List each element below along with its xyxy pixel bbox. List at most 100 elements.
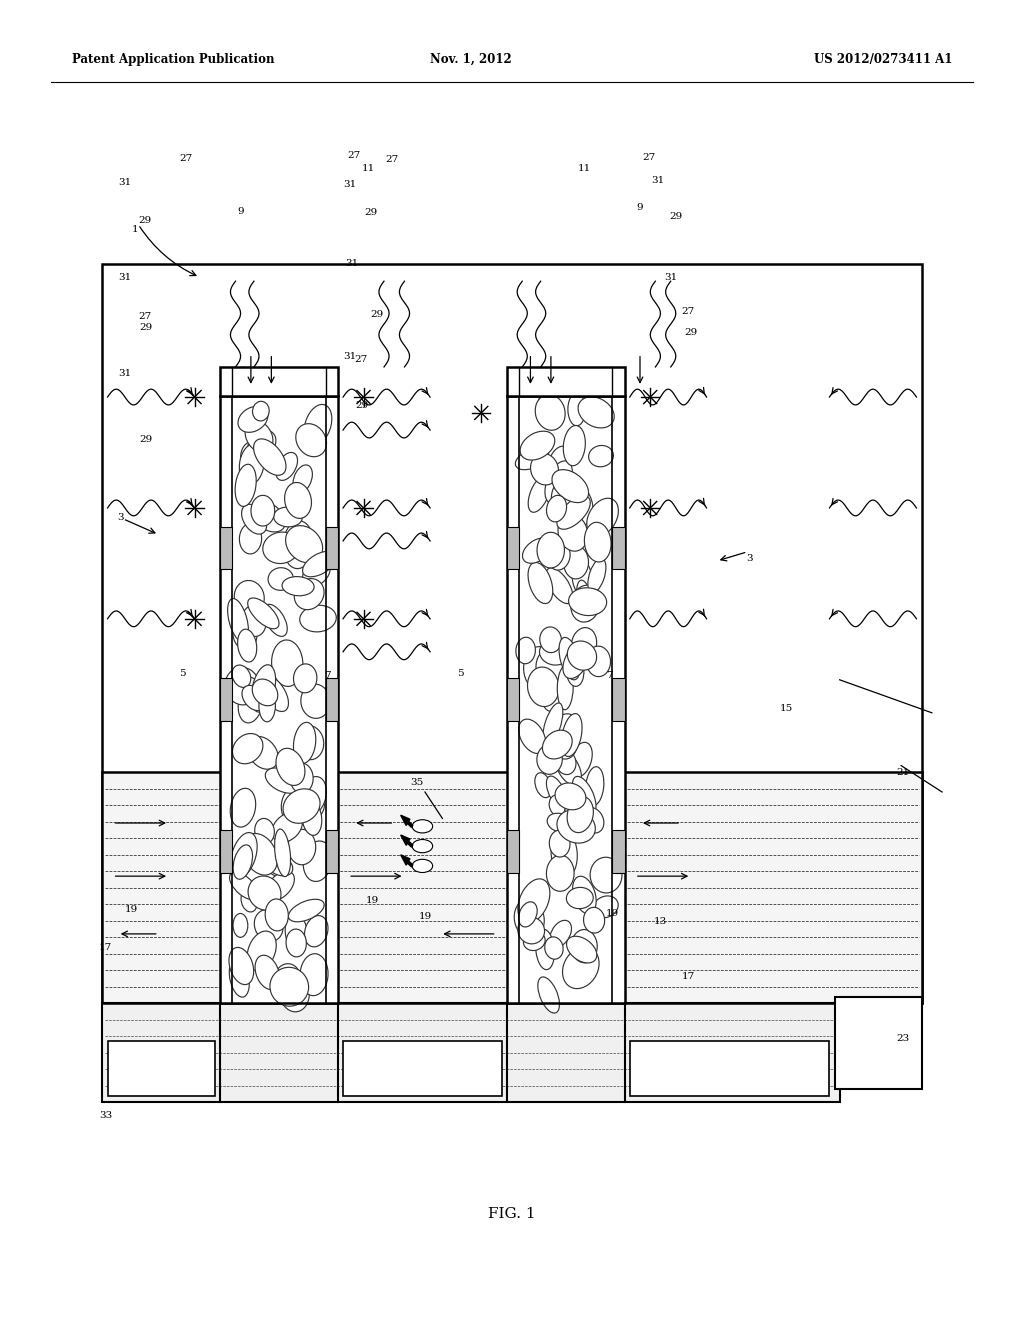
Ellipse shape	[300, 776, 327, 816]
Text: 13: 13	[654, 917, 667, 925]
Ellipse shape	[242, 504, 266, 535]
Ellipse shape	[273, 813, 303, 836]
Ellipse shape	[283, 521, 313, 569]
Text: 15: 15	[780, 705, 793, 713]
Ellipse shape	[585, 523, 611, 562]
Ellipse shape	[584, 907, 604, 933]
Ellipse shape	[586, 767, 604, 805]
Text: 29: 29	[355, 401, 368, 409]
Text: 29: 29	[685, 329, 697, 337]
Text: 35: 35	[411, 779, 423, 787]
Ellipse shape	[551, 478, 582, 519]
Ellipse shape	[572, 876, 596, 913]
Bar	[326, 830, 338, 873]
Ellipse shape	[282, 788, 304, 822]
Ellipse shape	[570, 742, 592, 777]
Ellipse shape	[555, 783, 586, 809]
Bar	[612, 678, 625, 721]
Ellipse shape	[558, 515, 588, 552]
Ellipse shape	[233, 913, 248, 937]
Ellipse shape	[539, 537, 560, 561]
Ellipse shape	[229, 873, 258, 899]
Ellipse shape	[263, 605, 288, 636]
Ellipse shape	[561, 714, 582, 756]
Bar	[835, 997, 922, 1089]
Ellipse shape	[552, 725, 578, 759]
Bar	[108, 1041, 215, 1096]
Ellipse shape	[557, 665, 573, 710]
Ellipse shape	[254, 438, 286, 475]
Ellipse shape	[540, 640, 569, 665]
Text: 9: 9	[637, 203, 643, 211]
Bar	[507, 527, 519, 569]
Text: 19: 19	[367, 896, 379, 904]
Text: 1: 1	[132, 226, 138, 234]
Bar	[612, 527, 625, 569]
Ellipse shape	[528, 562, 553, 603]
Ellipse shape	[275, 453, 298, 480]
Ellipse shape	[552, 470, 589, 503]
Ellipse shape	[304, 404, 332, 445]
Ellipse shape	[412, 840, 432, 853]
Ellipse shape	[227, 598, 249, 642]
Text: 5: 5	[179, 669, 185, 677]
Text: 29: 29	[365, 209, 377, 216]
Bar	[507, 678, 519, 721]
Ellipse shape	[535, 772, 551, 797]
Ellipse shape	[515, 447, 549, 470]
Bar	[102, 1003, 840, 1102]
Text: 27: 27	[180, 154, 193, 162]
Bar	[326, 678, 338, 721]
Ellipse shape	[587, 645, 610, 677]
Ellipse shape	[572, 776, 596, 814]
FancyArrow shape	[400, 855, 413, 867]
Text: 29: 29	[139, 216, 152, 224]
Ellipse shape	[567, 642, 597, 671]
Ellipse shape	[302, 552, 336, 577]
Ellipse shape	[555, 527, 585, 561]
Bar	[220, 678, 232, 721]
Text: 17: 17	[682, 973, 694, 981]
Ellipse shape	[268, 568, 293, 590]
Ellipse shape	[523, 932, 545, 950]
Ellipse shape	[556, 750, 575, 775]
Bar	[612, 830, 625, 873]
Ellipse shape	[286, 929, 306, 957]
Ellipse shape	[412, 820, 432, 833]
Bar	[102, 772, 922, 1003]
Ellipse shape	[286, 525, 323, 562]
Ellipse shape	[540, 627, 561, 652]
Ellipse shape	[572, 560, 592, 597]
Ellipse shape	[239, 684, 263, 723]
Text: 31: 31	[119, 273, 131, 281]
Ellipse shape	[557, 496, 590, 529]
Ellipse shape	[571, 627, 597, 661]
Bar	[220, 830, 232, 873]
Bar	[507, 830, 519, 873]
Ellipse shape	[303, 560, 330, 586]
Ellipse shape	[288, 829, 315, 865]
Ellipse shape	[559, 638, 580, 680]
Ellipse shape	[518, 917, 545, 944]
Ellipse shape	[412, 859, 432, 873]
Ellipse shape	[251, 502, 286, 532]
Ellipse shape	[516, 638, 536, 664]
Ellipse shape	[242, 685, 265, 710]
Ellipse shape	[295, 726, 324, 760]
Ellipse shape	[546, 568, 572, 603]
Text: 19: 19	[419, 912, 431, 920]
Ellipse shape	[527, 667, 559, 706]
Ellipse shape	[550, 920, 571, 946]
Ellipse shape	[232, 734, 263, 764]
Ellipse shape	[584, 589, 604, 614]
Ellipse shape	[520, 432, 555, 461]
Ellipse shape	[301, 684, 330, 718]
Ellipse shape	[259, 690, 275, 722]
Ellipse shape	[536, 929, 554, 970]
Ellipse shape	[233, 619, 257, 649]
Ellipse shape	[245, 421, 273, 453]
Ellipse shape	[528, 475, 551, 512]
Ellipse shape	[234, 581, 264, 614]
Ellipse shape	[563, 643, 590, 678]
Ellipse shape	[248, 598, 279, 628]
